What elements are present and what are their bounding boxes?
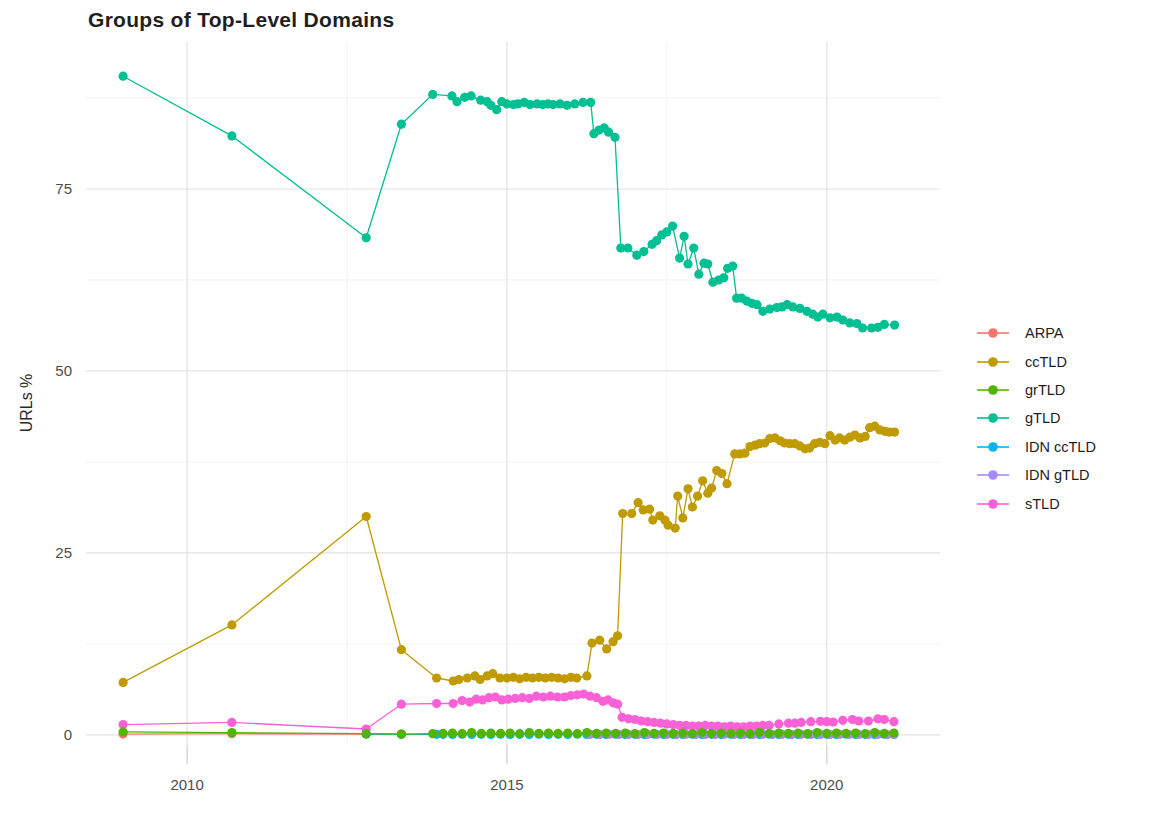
legend-key-icon xyxy=(976,407,1010,429)
x-tick-label: 2010 xyxy=(170,776,203,793)
y-tick-label: 75 xyxy=(55,180,72,197)
series-line xyxy=(123,76,895,328)
legend-item-cctld: ccTLD xyxy=(976,347,1096,375)
series-gtld xyxy=(119,72,900,333)
legend-item-arpa: ARPA xyxy=(976,319,1096,347)
legend-label: IDN ccTLD xyxy=(1025,439,1096,455)
series-cctld xyxy=(119,422,900,687)
legend-key-icon xyxy=(976,322,1010,344)
legend-item-stld: sTLD xyxy=(976,489,1096,517)
minor-gridlines xyxy=(86,42,940,745)
x-tick-label: 2015 xyxy=(490,776,523,793)
legend-label: grTLD xyxy=(1025,382,1065,398)
legend-item-idn-cctld: IDN ccTLD xyxy=(976,433,1096,461)
series-stld xyxy=(119,690,899,734)
major-gridlines xyxy=(86,42,940,745)
legend-key-icon xyxy=(976,464,1010,486)
y-tick-label: 25 xyxy=(55,544,72,561)
legend-label: ARPA xyxy=(1025,325,1063,341)
x-axis-labels: 2010 2015 2020 xyxy=(170,776,843,793)
legend-label: ccTLD xyxy=(1025,354,1067,370)
legend-key-icon xyxy=(976,436,1010,458)
legend-key-icon xyxy=(976,493,1010,515)
y-axis-labels: 0 25 50 75 xyxy=(55,180,72,743)
legend: ARPA ccTLD grTLD gTLD IDN ccTLD IDN gTLD sTLD xyxy=(976,319,1096,518)
legend-item-idn-gtld: IDN gTLD xyxy=(976,461,1096,489)
x-axis-ticks xyxy=(187,745,827,764)
x-tick-label: 2020 xyxy=(810,776,843,793)
legend-key-icon xyxy=(976,351,1010,373)
y-tick-label: 0 xyxy=(64,726,72,743)
legend-item-gtld: gTLD xyxy=(976,404,1096,432)
legend-label: IDN gTLD xyxy=(1025,467,1089,483)
legend-label: sTLD xyxy=(1025,496,1060,512)
legend-label: gTLD xyxy=(1025,410,1060,426)
legend-key-icon xyxy=(976,379,1010,401)
legend-item-grtld: grTLD xyxy=(976,376,1096,404)
chart-image: { "title": "Groups of Top-Level Domains"… xyxy=(0,0,1164,827)
y-tick-label: 50 xyxy=(55,362,72,379)
